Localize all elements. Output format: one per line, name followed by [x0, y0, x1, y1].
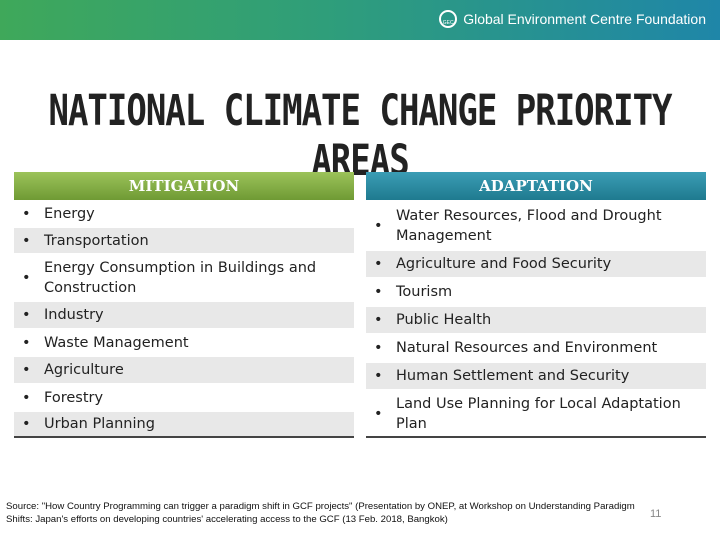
list-item: • Energy	[14, 200, 354, 226]
bullet: •	[374, 284, 383, 300]
item-text: Urban Planning	[44, 416, 155, 432]
item-text: Forestry	[44, 389, 104, 406]
list-item: • Tourism	[366, 277, 706, 305]
bullet: •	[22, 206, 31, 222]
list-item: • Agriculture	[14, 355, 354, 383]
item-text: Agriculture	[44, 362, 124, 378]
bullet: •	[22, 307, 31, 323]
item-text: Waste Management	[44, 334, 189, 351]
list-item: • Natural Resources and Environment	[366, 333, 706, 361]
item-text: Natural Resources and Environment	[396, 340, 658, 356]
bullet: •	[374, 217, 383, 234]
column-heading: MITIGATION	[14, 172, 354, 200]
column-heading: ADAPTATION	[366, 172, 706, 200]
list-item: • Public Health	[366, 305, 706, 333]
list-item: • Water Resources, Flood and Drought Mana…	[366, 200, 706, 249]
item-text: Water Resources, Flood and Drought Manag…	[396, 207, 662, 244]
list-item: • Human Settlement and Security	[366, 361, 706, 389]
bullet: •	[22, 232, 31, 249]
list-item: • Forestry	[14, 383, 354, 410]
bullet: •	[22, 334, 31, 351]
bullet: •	[22, 362, 31, 378]
item-text: Agriculture and Food Security	[396, 256, 612, 272]
list-item: • Industry	[14, 300, 354, 328]
bullet: •	[374, 368, 383, 384]
bullet: •	[374, 312, 383, 328]
org-name: Global Environment Centre Foundation	[463, 11, 706, 27]
list-item: • Agriculture and Food Security	[366, 249, 706, 277]
list-item: • Urban Planning	[14, 410, 354, 436]
page-number: 11	[650, 508, 662, 520]
item-text: Tourism	[396, 284, 453, 300]
item-text: Industry	[44, 307, 104, 323]
logo: GEC Global Environment Centre Foundation	[439, 10, 706, 28]
source-note: Source: "How Country Programming can tri…	[6, 501, 635, 525]
item-text: Energy Consumption in Buildings and Cons…	[44, 259, 317, 296]
mitigation-column: MITIGATION • Energy • Transportation • Energy …	[14, 172, 354, 438]
list-item: • Energy Consumption in Buildings and Con…	[14, 253, 354, 300]
bullet: •	[22, 416, 31, 432]
bullet: •	[374, 405, 383, 422]
list-item: • Land Use Planning for Local Adaptation …	[366, 389, 706, 436]
item-text: Human Settlement and Security	[396, 368, 630, 384]
bullet: •	[22, 389, 31, 406]
logo-mark: GEC	[439, 10, 458, 28]
header-banner: GEC Global Environment Centre Foundation	[0, 0, 720, 40]
bullet: •	[22, 269, 31, 286]
item-text: Transportation	[44, 232, 149, 249]
item-text: Energy	[44, 206, 95, 222]
adaptation-column: ADAPTATION • Water Resources, Flood and Dr…	[366, 172, 706, 438]
item-text: Land Use Planning for Local Adaptation P…	[396, 395, 681, 432]
slide-title: NATIONAL CLIMATE CHANGE PRIORITY AREAS	[48, 86, 672, 186]
bullet: •	[374, 256, 383, 272]
list-item: • Waste Management	[14, 328, 354, 355]
item-text: Public Health	[396, 312, 492, 328]
list-item: • Transportation	[14, 226, 354, 253]
bullet: •	[374, 340, 383, 356]
